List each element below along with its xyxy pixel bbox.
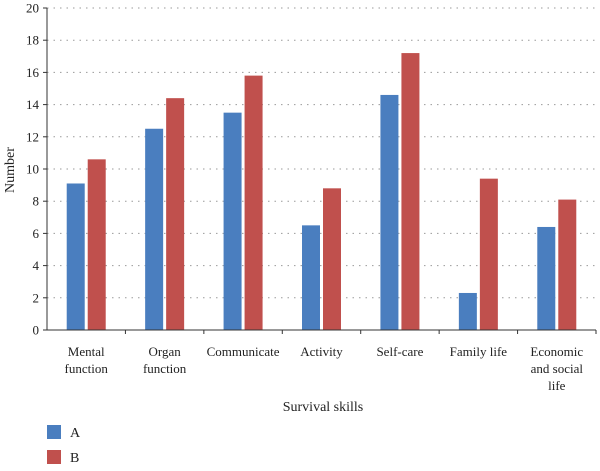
- legend: AB: [47, 425, 81, 466]
- x-tick-label-line: life: [548, 378, 566, 393]
- x-tick-label-line: Communicate: [207, 344, 280, 359]
- bar-a-4: [380, 94, 399, 330]
- bar-a-2: [223, 112, 242, 331]
- y-tick-label: 18: [26, 33, 39, 48]
- x-tick-label-line: Activity: [300, 344, 343, 359]
- legend-swatch-b: [47, 450, 61, 464]
- bar-a-6: [537, 226, 556, 330]
- bar-b-0: [87, 159, 106, 330]
- legend-swatch-a: [47, 425, 61, 439]
- tick-labels: 0 2 4 6 8 10 12 14 16 18 20 Mental function Organ func…: [26, 1, 583, 394]
- axes: [43, 7, 597, 334]
- legend-label-b: B: [70, 451, 79, 466]
- y-tick-label: 14: [26, 97, 40, 112]
- y-tick-label: 2: [33, 290, 40, 305]
- bar-b-4: [401, 53, 420, 331]
- x-tick-label-line: function: [143, 361, 187, 376]
- y-tick-label: 6: [33, 226, 40, 241]
- x-tick-label-line: Economic: [530, 344, 583, 359]
- x-tick-label: Communicate: [207, 344, 280, 359]
- bar-a-0: [66, 183, 85, 330]
- x-tick-label-line: Family life: [450, 344, 508, 359]
- bar-b-6: [558, 199, 577, 330]
- bar-b-3: [323, 188, 341, 330]
- x-tick-label-line: Mental: [68, 344, 105, 359]
- bar-a-5: [458, 292, 477, 330]
- x-tick-label: Mental function: [65, 344, 109, 376]
- x-tick-label-line: function: [65, 361, 109, 376]
- bar-b-5: [479, 178, 498, 330]
- x-tick-label-line: and social: [531, 361, 584, 376]
- y-tick-label: 0: [33, 323, 40, 338]
- x-tick-label-line: Self-care: [376, 344, 423, 359]
- y-tick-label: 10: [26, 162, 39, 177]
- y-tick-label: 4: [33, 258, 40, 273]
- gridlines: [47, 7, 596, 299]
- bar-a-1: [145, 128, 164, 330]
- y-tick-label: 16: [26, 65, 40, 80]
- x-tick-label: Family life: [450, 344, 508, 359]
- x-tick-label: Activity: [300, 344, 343, 359]
- x-axis-title: Survival skills: [283, 400, 364, 415]
- bar-b-2: [244, 75, 263, 331]
- bars: [66, 53, 577, 331]
- bar-a-3: [302, 225, 320, 330]
- legend-label-a: A: [70, 426, 81, 441]
- x-tick-label: Organ function: [143, 344, 187, 376]
- y-tick-label: 20: [26, 1, 39, 16]
- bar-b-1: [166, 98, 185, 330]
- y-tick-label: 12: [26, 129, 39, 144]
- x-tick-label: Self-care: [376, 344, 423, 359]
- x-tick-label: Economic and social life: [530, 344, 583, 393]
- y-axis-title: Number: [3, 147, 18, 193]
- x-tick-label-line: Organ: [149, 344, 182, 359]
- y-tick-label: 8: [33, 194, 40, 209]
